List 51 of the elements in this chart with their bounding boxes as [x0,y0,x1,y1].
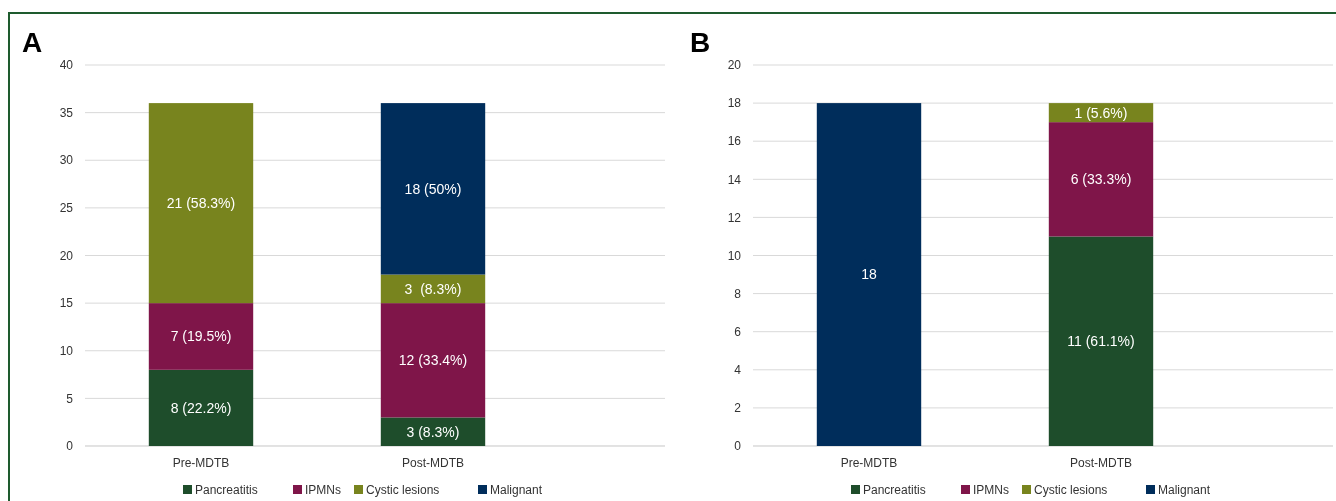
y-tick-label: 4 [734,363,742,377]
bar [148,303,254,370]
bar [148,369,254,446]
bar [380,103,486,275]
y-tick-label: 14 [727,172,742,187]
y-tick-label: 35 [59,105,74,120]
y-tick-label: 20 [59,248,74,263]
bar [380,417,486,446]
data-label: 3 (8.3%) [404,280,462,297]
data-label: 12 (33.4%) [398,352,468,369]
y-tick-label: 10 [59,343,74,358]
y-tick-label: 5 [66,391,74,406]
y-tick-label: 25 [59,201,74,216]
chart-title: A [22,27,43,58]
y-tick-label: 0 [734,439,742,454]
legend-label: IPMNs [973,483,1009,497]
y-tick-label: 16 [727,134,742,149]
y-tick-label: 2 [734,401,742,416]
legend-label: Cystic lesions [1034,483,1108,497]
x-tick-label: Post-MDTB [1069,456,1133,470]
data-label: 7 (19.5%) [170,328,232,345]
y-tick-label: 18 [727,96,742,111]
y-tick-label: 20 [727,58,742,73]
y-tick-label: 12 [727,210,742,225]
data-label: 11 (61.1%) [1067,333,1135,350]
legend-label: IPMNs [305,483,341,497]
y-tick-label: 6 [734,324,742,339]
y-tick-label: 15 [59,296,74,311]
bar [148,103,254,304]
y-tick-label: 10 [727,248,742,263]
bar [380,303,486,418]
data-label: 18 (50%) [404,180,462,197]
legend-label: Malignant [490,483,543,497]
legend-label: Pancreatitis [863,483,926,497]
x-tick-label: Post-MDTB [401,456,465,470]
y-tick-label: 8 [734,286,742,301]
data-label: 1 (5.6%) [1074,104,1128,121]
y-tick-label: 30 [59,153,74,168]
y-tick-label: 0 [66,439,74,454]
x-tick-label: Pre-MDTB [172,456,230,470]
data-label: 6 (33.3%) [1070,171,1132,188]
legend-label: Cystic lesions [366,483,440,497]
chart-title: B [690,27,711,58]
legend-label: Malignant [1158,483,1211,497]
data-label: 21 (58.3%) [166,195,236,212]
data-label: 18 [861,266,877,283]
legend-label: Pancreatitis [195,483,258,497]
x-tick-label: Pre-MDTB [840,456,898,470]
data-label: 3 (8.3%) [406,423,460,440]
y-tick-label: 40 [59,58,74,73]
data-label: 8 (22.2%) [170,399,232,416]
